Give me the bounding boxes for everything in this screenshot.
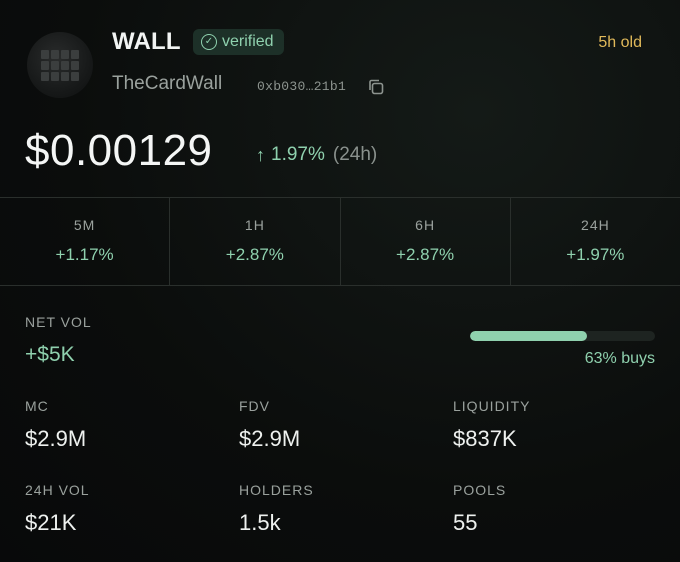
buys-percentage: 63% buys	[584, 350, 655, 367]
period-value: +2.87%	[225, 245, 284, 264]
period-label: 1H	[244, 217, 265, 233]
stat-value: $837K	[453, 426, 517, 451]
period-label: 6H	[415, 217, 436, 233]
stat-value: 1.5k	[239, 510, 281, 535]
token-avatar	[27, 32, 93, 98]
period-6h[interactable]: 6H +2.87%	[341, 198, 511, 285]
stat-value: $2.9M	[25, 426, 87, 451]
token-age: 5h old	[598, 34, 642, 51]
stat-value: $21K	[25, 510, 77, 535]
stat-label: HOLDERS	[239, 482, 314, 498]
stat-fdv: FDV $2.9M	[239, 398, 300, 452]
stat-pools[interactable]: POOLS 55	[453, 482, 506, 536]
token-name: WALL	[112, 28, 181, 55]
period-5m[interactable]: 5M +1.17%	[0, 198, 171, 285]
stat-value: 55	[453, 510, 478, 535]
arrow-up-icon: ↑	[256, 144, 265, 165]
period-changes: 5M +1.17% 1H +2.87% 6H +2.87% 24H +1.97%	[0, 197, 680, 286]
contract-address[interactable]: 0xb030…21b1	[257, 79, 347, 94]
buys-progress-bar	[470, 331, 655, 341]
period-1h[interactable]: 1H +2.87%	[170, 198, 341, 285]
stat-label: FDV	[239, 398, 270, 414]
check-circle-icon: ✓	[201, 34, 217, 50]
stat-24h-vol: 24H VOL $21K	[25, 482, 90, 536]
period-label: 24H	[581, 217, 610, 233]
period-24h[interactable]: 24H +1.97%	[511, 198, 680, 285]
price-change-period: (24h)	[332, 144, 378, 165]
stat-label: LIQUIDITY	[453, 398, 531, 414]
verified-badge: ✓ verified	[193, 29, 284, 55]
net-vol-label: NET VOL	[25, 314, 92, 330]
period-label: 5M	[73, 217, 96, 233]
period-value: +1.97%	[566, 245, 625, 264]
card-wall-logo-icon	[41, 49, 79, 81]
verified-label: verified	[222, 33, 274, 50]
copy-icon[interactable]	[367, 78, 385, 96]
stat-label: MC	[25, 398, 49, 414]
stat-mc: MC $2.9M	[25, 398, 86, 452]
net-vol-value: +$5K	[25, 343, 75, 366]
buys-progress-fill	[470, 331, 587, 341]
token-handle: TheCardWall	[112, 73, 223, 94]
stat-value: $2.9M	[239, 426, 301, 451]
price-change-value: 1.97%	[271, 144, 325, 165]
stat-holders[interactable]: HOLDERS 1.5k	[239, 482, 314, 536]
stat-liquidity: LIQUIDITY $837K	[453, 398, 530, 452]
period-value: +1.17%	[55, 245, 114, 264]
stat-label: POOLS	[453, 482, 507, 498]
period-value: +2.87%	[396, 245, 455, 264]
price-change: ↑ 1.97% (24h)	[256, 144, 377, 166]
stat-label: 24H VOL	[25, 482, 90, 498]
token-price: $0.00129	[25, 126, 213, 175]
